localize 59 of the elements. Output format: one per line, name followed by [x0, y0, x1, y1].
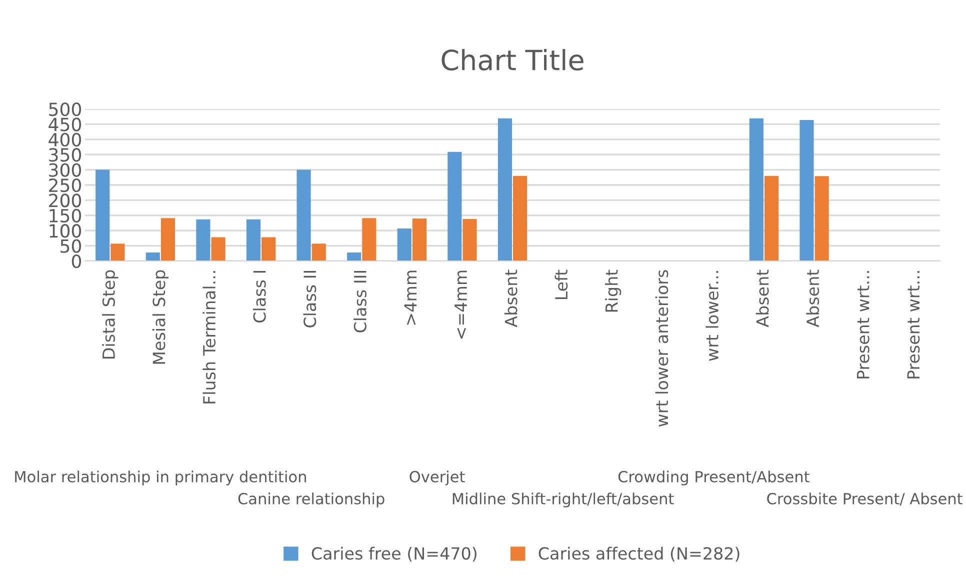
- text: Canine relationship: [238, 492, 384, 508]
- y-tick-label: 300: [49, 163, 82, 177]
- x-tick-label: Right: [605, 270, 622, 312]
- text: Overjet: [410, 470, 465, 486]
- y-tick-label: 50: [60, 239, 82, 253]
- bar: [362, 218, 376, 261]
- bar: [412, 218, 426, 261]
- bar: [312, 244, 326, 261]
- bar: [800, 120, 814, 261]
- x-tick-label: Distal Step: [102, 270, 118, 358]
- text: Crowding Present/Absent: [618, 470, 810, 486]
- x-tick-label: Absent: [756, 270, 769, 328]
- bar: [96, 170, 110, 261]
- bar: [814, 176, 829, 261]
- y-tick-label: 100: [50, 224, 82, 238]
- y-tick-label: 250: [49, 178, 82, 192]
- x-tick-label: Absent: [504, 270, 518, 328]
- x-tick-label: <=4mm: [454, 270, 467, 339]
- y-tick-label: 400: [48, 132, 82, 147]
- text: Crossbite Present/ Absent: [767, 492, 962, 506]
- legend-label: Caries free (N=470): [312, 546, 476, 562]
- text: Midline Shift-right/left/absent: [452, 492, 674, 508]
- bar: [749, 118, 764, 261]
- x-tick-label: Present wrt...: [907, 271, 920, 378]
- text: Molar relationship in primary dentition: [15, 470, 306, 486]
- y-tick-label: 150: [50, 208, 82, 223]
- y-tick-label: 0: [72, 254, 82, 268]
- chart-title: Chart Title: [442, 49, 584, 71]
- bar: [160, 218, 176, 261]
- bar: [196, 219, 210, 261]
- bar: [347, 252, 362, 261]
- x-tick-label: Absent: [806, 270, 820, 328]
- x-tick-label: Class I: [252, 270, 266, 322]
- legend-label: Caries affected (N=282): [538, 546, 740, 562]
- bar: [146, 252, 160, 261]
- bar: [448, 152, 462, 261]
- x-tick-label: wrt lower anteriors: [655, 270, 668, 427]
- y-tick-label: 450: [48, 118, 82, 132]
- y-tick-label: 200: [49, 194, 82, 208]
- y-tick-label: 350: [49, 148, 82, 162]
- x-tick-label: >4mm: [404, 270, 417, 325]
- x-tick-label: Left: [554, 270, 568, 300]
- x-tick-label: Class III: [354, 270, 366, 332]
- x-tick-label: Present wrt...: [857, 271, 870, 378]
- bar: [262, 237, 276, 261]
- y-tick-label: 500: [49, 102, 82, 116]
- x-tick-label: Class II: [303, 270, 316, 328]
- x-tick-label: Flush Terminal...: [202, 271, 216, 404]
- bar: [498, 118, 512, 261]
- x-tick-label: wrt lower...: [706, 271, 719, 361]
- x-tick-label: Mesial Step: [152, 270, 169, 364]
- bar: [764, 176, 779, 261]
- bar: [296, 170, 311, 261]
- bar: [513, 176, 528, 261]
- bar: [110, 244, 125, 261]
- bar: [462, 219, 477, 261]
- bar: [246, 219, 261, 261]
- bar: [211, 237, 226, 261]
- bar: [397, 228, 412, 261]
